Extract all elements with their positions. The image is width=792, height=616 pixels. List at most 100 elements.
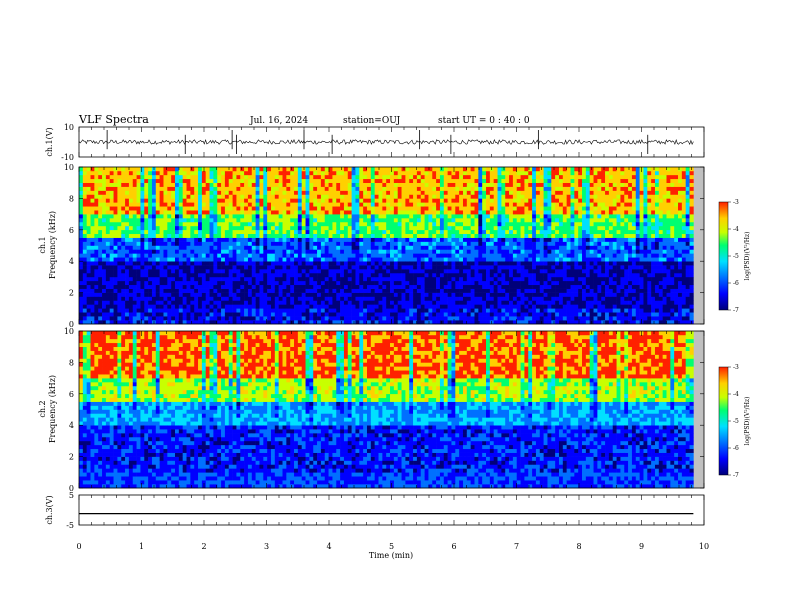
spectrogram-cell — [551, 234, 555, 238]
spectrogram-cell — [217, 297, 221, 301]
spectrogram-cell — [125, 198, 129, 202]
spectrogram-cell — [402, 183, 406, 187]
spectrogram-cell — [98, 242, 102, 246]
spectrogram-cell — [421, 191, 425, 195]
spectrogram-cell — [83, 175, 87, 179]
spectrogram-cell — [509, 312, 513, 316]
spectrogram-cell — [91, 316, 95, 320]
spectrogram-cell — [501, 175, 505, 179]
spectrogram-cell — [313, 242, 317, 246]
spectrogram-cell — [394, 234, 398, 238]
spectrogram-cell — [375, 194, 379, 198]
spectrogram-cell — [513, 312, 517, 316]
spectrogram-cell — [340, 194, 344, 198]
spectrogram-cell — [486, 218, 490, 222]
spectrogram-cell — [183, 234, 187, 238]
spectrogram-cell — [355, 183, 359, 187]
spectrogram-cell — [536, 210, 540, 214]
spectrogram-cell — [482, 253, 486, 257]
spectrogram-cell — [325, 297, 329, 301]
spectrogram-cell — [448, 304, 452, 308]
spectrogram-cell — [252, 183, 256, 187]
spectrogram-cell — [298, 277, 302, 281]
spectrogram-cell — [125, 167, 129, 171]
spectrogram-cell — [475, 206, 479, 210]
spectrogram-cell — [263, 257, 267, 261]
spectrogram-cell — [382, 281, 386, 285]
spectrogram-cell — [321, 312, 325, 316]
spectrogram-cell — [133, 285, 137, 289]
spectrogram-cell — [540, 249, 544, 253]
spectrogram-cell — [375, 281, 379, 285]
spectrogram-cell — [421, 297, 425, 301]
spectrogram-cell — [448, 226, 452, 230]
spectrogram-cell — [133, 187, 137, 191]
spectrogram-cell — [517, 316, 521, 320]
spectrogram-cell — [175, 265, 179, 269]
spectrogram-cell — [551, 289, 555, 293]
spectrogram-cell — [156, 297, 160, 301]
spectrogram-cell — [225, 175, 229, 179]
spectrogram-cell — [448, 242, 452, 246]
spectrogram-cell — [436, 265, 440, 269]
spectrogram-cell — [263, 194, 267, 198]
spectrogram-cell — [240, 308, 244, 312]
spectrogram-cell — [194, 206, 198, 210]
spectrogram-cell — [252, 194, 256, 198]
spectrogram-cell — [551, 253, 555, 257]
spectrogram-cell — [348, 293, 352, 297]
spectrogram-cell — [490, 214, 494, 218]
spectrogram-cell — [121, 234, 125, 238]
spectrogram-cell — [317, 285, 321, 289]
spectrogram-cell — [544, 214, 548, 218]
spectrogram-cell — [321, 277, 325, 281]
spectrogram-cell — [217, 202, 221, 206]
spectrogram-cell — [444, 246, 448, 250]
spectrogram-cell — [244, 304, 248, 308]
spectrogram-cell — [87, 289, 91, 293]
spectrogram-cell — [355, 198, 359, 202]
spectrogram-cell — [236, 234, 240, 238]
spectrogram-cell — [455, 253, 459, 257]
spectrogram-cell — [513, 206, 517, 210]
spectrogram-cell — [467, 304, 471, 308]
spectrogram-cell — [540, 198, 544, 202]
spectrogram-cell — [471, 179, 475, 183]
spectrogram-cell — [521, 187, 525, 191]
spectrogram-cell — [551, 238, 555, 242]
spectrogram-cell — [363, 316, 367, 320]
spectrogram-cell — [286, 210, 290, 214]
spectrogram-cell — [475, 308, 479, 312]
spectrogram-cell — [202, 273, 206, 277]
spectrogram-cell — [547, 293, 551, 297]
spectrogram-cell — [382, 171, 386, 175]
spectrogram-cell — [279, 226, 283, 230]
spectrogram-cell — [140, 269, 144, 273]
spectrogram-cell — [229, 167, 233, 171]
spectrogram-cell — [536, 308, 540, 312]
spectrogram-cell — [275, 242, 279, 246]
spectrogram-cell — [121, 273, 125, 277]
spectrogram-cell — [87, 210, 91, 214]
spectrogram-cell — [79, 253, 83, 257]
spectrogram-cell — [137, 210, 141, 214]
spectrogram-cell — [498, 261, 502, 265]
spectrogram-cell — [236, 202, 240, 206]
spectrogram-cell — [524, 269, 528, 273]
spectrogram-cell — [405, 202, 409, 206]
spectrogram-cell — [382, 202, 386, 206]
spectrogram-cell — [286, 265, 290, 269]
spectrogram-cell — [359, 214, 363, 218]
spectrogram-cell — [144, 183, 148, 187]
spectrogram-cell — [432, 206, 436, 210]
spectrogram-cell — [501, 253, 505, 257]
spectrogram-cell — [140, 316, 144, 320]
spectrogram-cell — [394, 312, 398, 316]
spectrogram-cell — [521, 293, 525, 297]
spectrogram-cell — [363, 214, 367, 218]
spectrogram-cell — [501, 281, 505, 285]
spectrogram-cell — [394, 257, 398, 261]
spectrogram-cell — [194, 234, 198, 238]
spectrogram-cell — [163, 206, 167, 210]
spectrogram-cell — [359, 179, 363, 183]
